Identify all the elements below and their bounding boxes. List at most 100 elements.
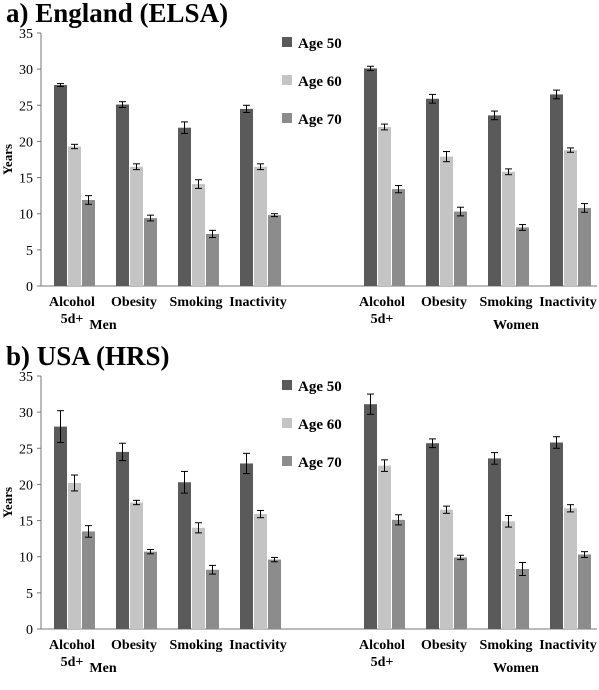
y-tick-label: 10 xyxy=(19,551,33,566)
bar xyxy=(378,126,391,286)
y-tick-label: 15 xyxy=(19,515,33,530)
y-tick-label: 20 xyxy=(19,478,33,493)
bar xyxy=(378,465,391,629)
bar xyxy=(206,233,219,286)
bar xyxy=(488,458,501,629)
x-tick-label: Obesity xyxy=(421,295,467,310)
y-tick-label: 25 xyxy=(19,99,33,114)
bar xyxy=(392,189,405,286)
y-tick-label: 30 xyxy=(19,63,33,78)
group-label: Men xyxy=(89,661,116,676)
bar xyxy=(116,451,129,629)
bar xyxy=(68,482,81,629)
bar xyxy=(240,108,253,287)
x-tick-label: 5d+ xyxy=(61,655,84,670)
x-tick-label: 5d+ xyxy=(371,312,394,327)
x-tick-label: Obesity xyxy=(111,295,157,310)
bar xyxy=(68,146,81,286)
legend-swatch xyxy=(282,75,292,85)
x-tick-label: Inactivity xyxy=(229,295,287,310)
bar xyxy=(178,482,191,629)
bar xyxy=(516,569,529,629)
x-tick-label: Alcohol xyxy=(49,295,95,310)
bar xyxy=(502,171,515,286)
bar xyxy=(440,509,453,629)
bar xyxy=(550,442,563,629)
legend-label: Age 50 xyxy=(298,379,342,395)
legend-label: Age 60 xyxy=(298,417,342,433)
y-tick-label: 0 xyxy=(26,623,33,638)
chart-panel-usa: b) USA (HRS) 0 5 10 15 20 25 30 35 Years Alcohol 5… xyxy=(0,341,599,685)
bar xyxy=(144,218,157,286)
legend-swatch xyxy=(282,456,292,466)
y-tick-label: 20 xyxy=(19,135,33,150)
y-tick-label: 30 xyxy=(19,406,33,421)
chart-england-svg: 0 5 10 15 20 25 30 35 Years Alcohol 5d+ Obesity Smok… xyxy=(0,27,597,333)
group-label: Women xyxy=(493,661,539,676)
legend-label: Age 50 xyxy=(298,36,342,52)
y-tick-label: 5 xyxy=(26,244,33,259)
x-tick-label: Alcohol xyxy=(359,638,405,653)
x-tick-label: Smoking xyxy=(170,638,223,653)
y-tick-label: 10 xyxy=(19,208,33,223)
legend-swatch xyxy=(282,37,292,47)
group-label: Men xyxy=(89,318,116,333)
bar xyxy=(502,521,515,629)
bar xyxy=(454,211,467,286)
x-tick-label: Smoking xyxy=(170,295,223,310)
bar xyxy=(268,215,281,286)
bar xyxy=(440,156,453,286)
bar xyxy=(82,199,95,286)
bar xyxy=(564,508,577,629)
x-tick-label: Inactivity xyxy=(229,638,287,653)
x-tick-label: Smoking xyxy=(480,295,533,310)
legend-swatch xyxy=(282,113,292,123)
bar xyxy=(550,94,563,286)
group-label: Women xyxy=(493,318,539,333)
x-tick-label: Alcohol xyxy=(359,295,405,310)
y-tick-label: 35 xyxy=(19,27,33,42)
legend-label: Age 70 xyxy=(298,112,342,128)
y-axis-title: Years xyxy=(0,487,15,518)
bar xyxy=(254,514,267,629)
x-tick-label: Inactivity xyxy=(539,295,597,310)
x-tick-label: Alcohol xyxy=(49,638,95,653)
bar xyxy=(454,557,467,629)
legend-swatch xyxy=(282,380,292,390)
bar xyxy=(364,68,377,286)
y-tick-label: 35 xyxy=(19,370,33,385)
bar xyxy=(178,127,191,287)
y-tick-label: 15 xyxy=(19,172,33,187)
x-tick-label: Smoking xyxy=(480,638,533,653)
x-tick-label: Inactivity xyxy=(539,638,597,653)
bar xyxy=(116,104,129,286)
x-tick-label: Obesity xyxy=(421,638,467,653)
chart-usa-svg: 0 5 10 15 20 25 30 35 Years Alcohol 5d+ Obesity Smok… xyxy=(0,370,597,676)
y-tick-label: 0 xyxy=(26,280,33,295)
bar xyxy=(82,531,95,629)
bar xyxy=(426,443,439,629)
bar xyxy=(578,554,591,629)
bar xyxy=(364,404,377,629)
y-tick-label: 5 xyxy=(26,587,33,602)
bar xyxy=(268,559,281,629)
bar xyxy=(206,569,219,629)
x-tick-label: 5d+ xyxy=(371,655,394,670)
bar xyxy=(578,207,591,286)
bar xyxy=(564,150,577,286)
x-tick-label: Obesity xyxy=(111,638,157,653)
legend-label: Age 60 xyxy=(298,74,342,90)
bar xyxy=(130,166,143,286)
bar xyxy=(144,551,157,629)
bar xyxy=(426,98,439,286)
bar xyxy=(392,519,405,629)
bar xyxy=(192,184,205,286)
legend-label: Age 70 xyxy=(298,455,342,471)
bar xyxy=(130,502,143,629)
bar xyxy=(516,227,529,286)
y-axis-title: Years xyxy=(0,144,15,175)
y-tick-label: 25 xyxy=(19,442,33,457)
x-tick-label: 5d+ xyxy=(61,312,84,327)
bar xyxy=(54,426,67,629)
chart-panel-england: a) England (ELSA) 0 5 10 15 20 25 30 35 Years Alc… xyxy=(0,0,599,340)
